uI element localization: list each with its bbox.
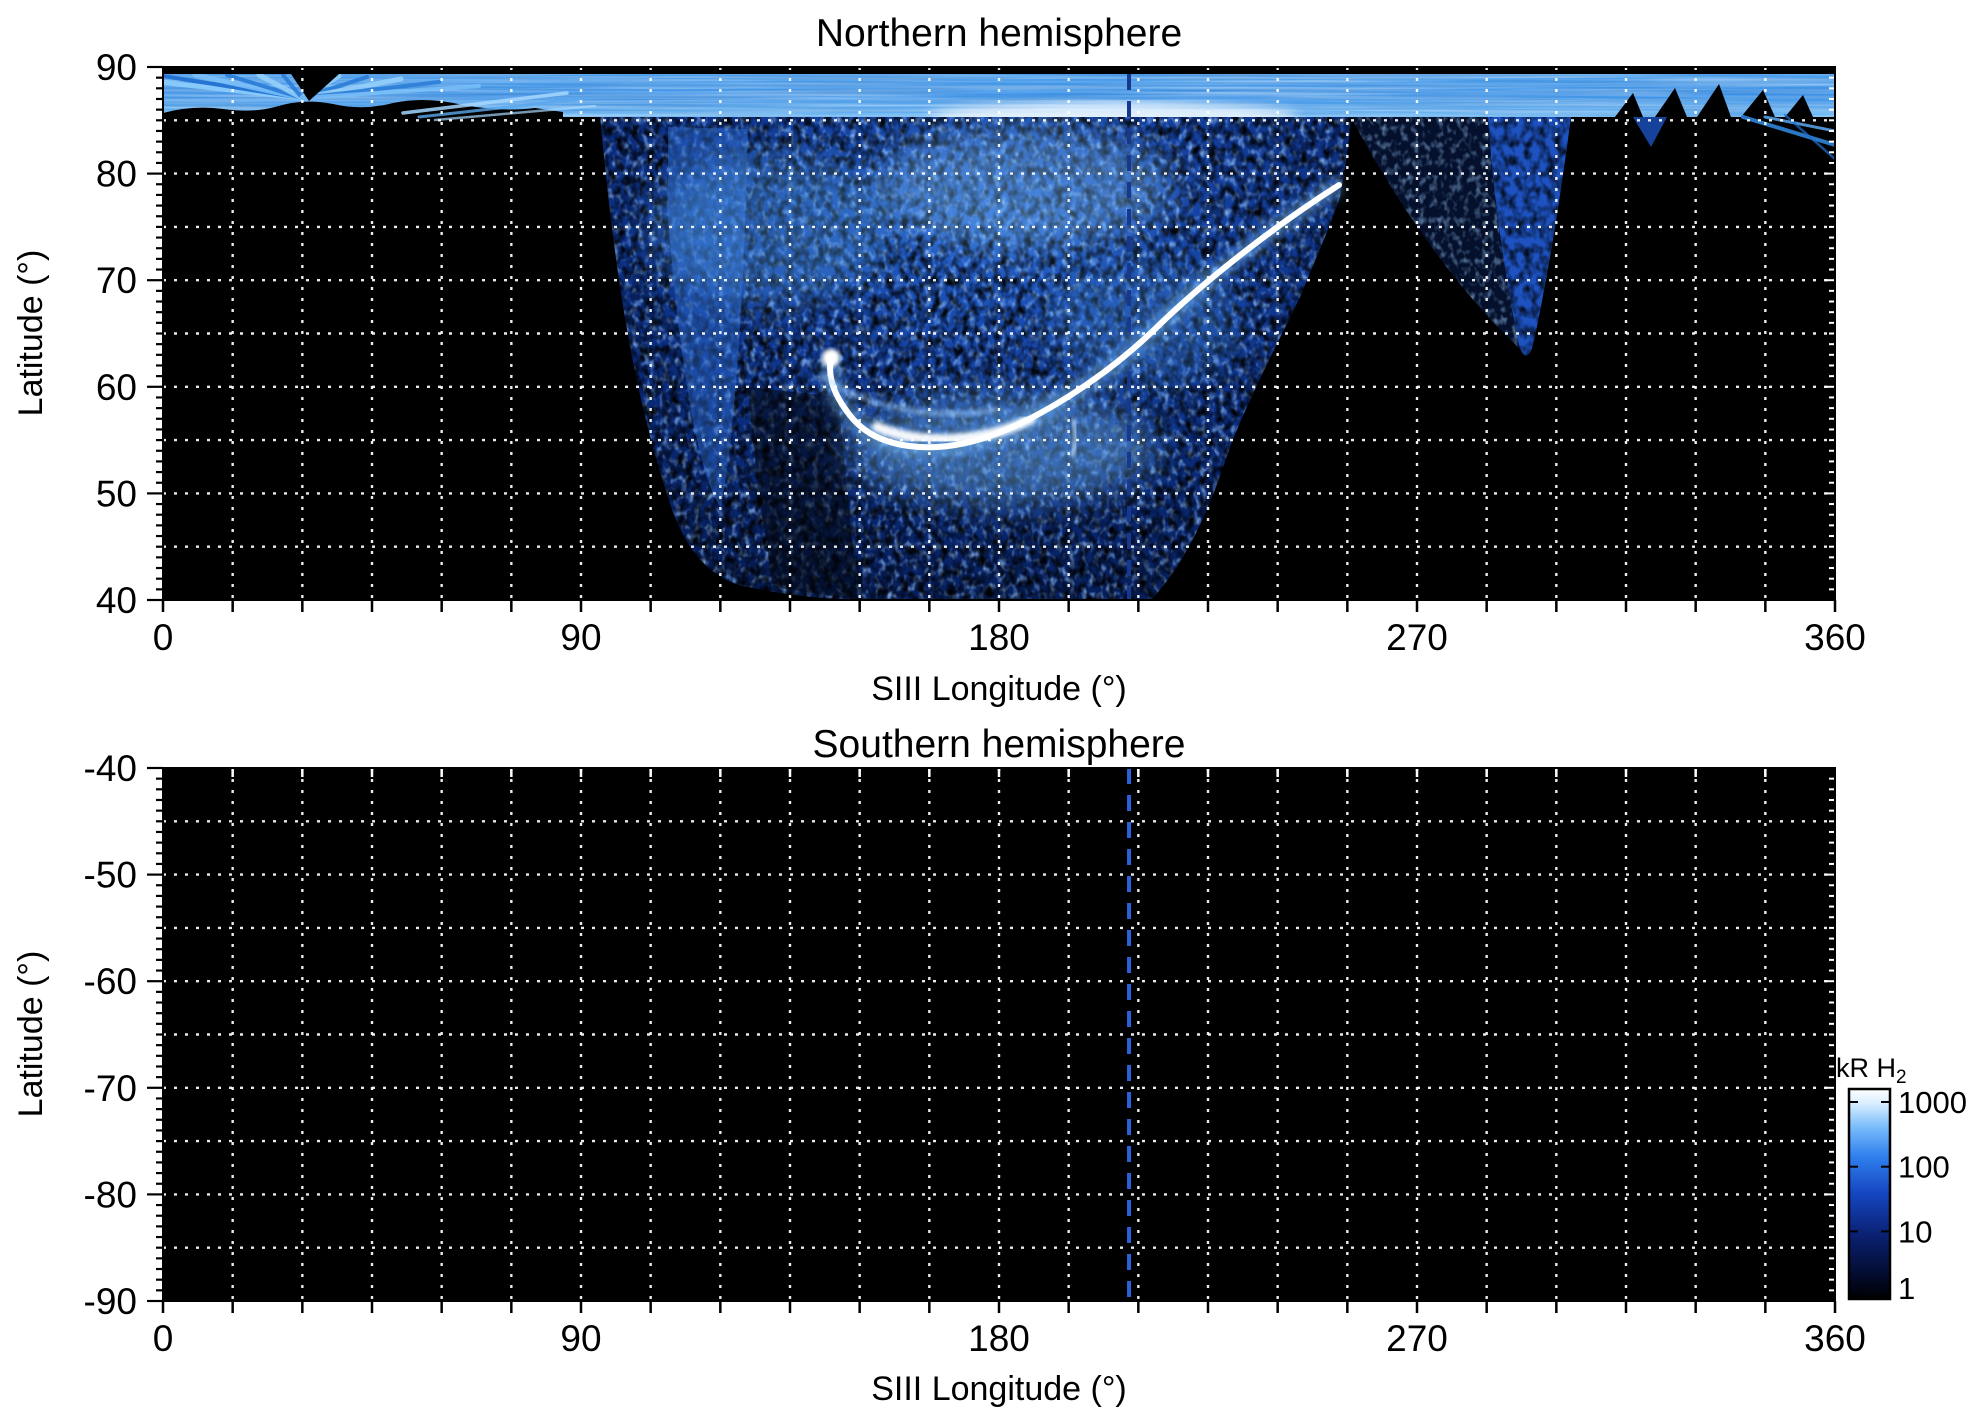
streak-tail xyxy=(1783,113,1835,161)
y-tick-label: 70 xyxy=(96,260,137,301)
x-tick-label: 180 xyxy=(968,1318,1030,1359)
fan-streaks xyxy=(163,72,481,101)
diagonal-streak xyxy=(417,97,583,119)
fan-streak xyxy=(300,84,481,100)
oval-arc-bright-segment xyxy=(872,414,1036,445)
y-tick-label: 50 xyxy=(96,473,137,514)
colorbar-tick-label: 10 xyxy=(1898,1214,1932,1249)
y-tick-label: -40 xyxy=(84,748,137,789)
colorbar-title: kR H2 xyxy=(1836,1053,1907,1088)
left-fan-region xyxy=(163,72,597,125)
band-jagged-gaps xyxy=(1615,84,1813,117)
x-tick-label: 360 xyxy=(1804,1318,1866,1359)
x-tick-label: 270 xyxy=(1386,617,1448,658)
colorbar-tick-label: 100 xyxy=(1898,1150,1950,1185)
colorbar-title-subscript: 2 xyxy=(1896,1067,1907,1088)
diffuse-cloud xyxy=(653,152,893,302)
panel-frame xyxy=(162,767,1836,1302)
x-tick-label: 90 xyxy=(560,617,601,658)
fan-streak xyxy=(281,73,304,100)
diagonal-streak xyxy=(401,91,569,115)
inner-faint-arc xyxy=(819,372,1000,417)
oval-hook-knob xyxy=(822,349,840,367)
top-black-strip xyxy=(163,67,1835,74)
oval-glow xyxy=(848,394,1158,504)
band-right-streak-tails xyxy=(1741,113,1835,161)
diffuse-cloud xyxy=(873,125,1173,249)
diagonal-streak xyxy=(433,104,597,122)
y-tick-label: -50 xyxy=(84,855,137,896)
diagonal-streaks xyxy=(401,91,597,122)
arc-fragment xyxy=(1070,418,1078,458)
colorbar: kR H2 1000 100 10 1 xyxy=(1836,1053,1967,1306)
north-yaxis-label: Latitude (°) xyxy=(12,250,50,417)
panel-frame xyxy=(162,66,1836,601)
colorbar-frame xyxy=(1847,1087,1892,1301)
colorbar-gradient xyxy=(1849,1089,1890,1299)
x-tick-label: 360 xyxy=(1804,617,1866,658)
y-tick-label: -90 xyxy=(84,1281,137,1322)
generated-axes-layer: 0 90 180 270 360 90 80 70 60 50 40 0 90 180 270 360 -40 -… xyxy=(84,47,1866,1359)
colorbar-ticks-labels: 1000 100 10 1 xyxy=(1849,1085,1967,1306)
south-panel-title: Southern hemisphere xyxy=(813,723,1186,766)
x-tick-label: 180 xyxy=(968,617,1030,658)
colorbar-title-main: kR H xyxy=(1836,1053,1896,1083)
fan-streak xyxy=(225,73,304,100)
streak-tail xyxy=(1763,115,1835,133)
main-auroral-oval xyxy=(819,178,1344,458)
fan-streak xyxy=(256,72,305,101)
south-xaxis-label: SIII Longitude (°) xyxy=(871,1370,1127,1408)
panel-north xyxy=(163,67,1835,600)
y-tick-label: 60 xyxy=(96,367,137,408)
y-tick-label: -80 xyxy=(84,1174,137,1215)
streak-tail xyxy=(1741,115,1835,147)
small-emission-stub xyxy=(1633,117,1667,147)
x-tick-label: 90 xyxy=(560,1318,601,1359)
south-yaxis-label: Latitude (°) xyxy=(12,951,50,1118)
y-tick-label: -60 xyxy=(84,961,137,1002)
x-tick-label: 0 xyxy=(153,617,174,658)
north-panel-title: Northern hemisphere xyxy=(816,12,1182,55)
colorbar-tick-label: 1 xyxy=(1898,1271,1915,1306)
y-tick-label: -70 xyxy=(84,1068,137,1109)
x-tick-label: 0 xyxy=(153,1318,174,1359)
north-xaxis-label: SIII Longitude (°) xyxy=(871,670,1127,708)
y-tick-label: 40 xyxy=(96,580,137,621)
colorbar-tick-label: 1000 xyxy=(1898,1085,1967,1120)
x-tick-label: 270 xyxy=(1386,1318,1448,1359)
y-tick-label: 90 xyxy=(96,47,137,88)
y-tick-label: 80 xyxy=(96,154,137,195)
